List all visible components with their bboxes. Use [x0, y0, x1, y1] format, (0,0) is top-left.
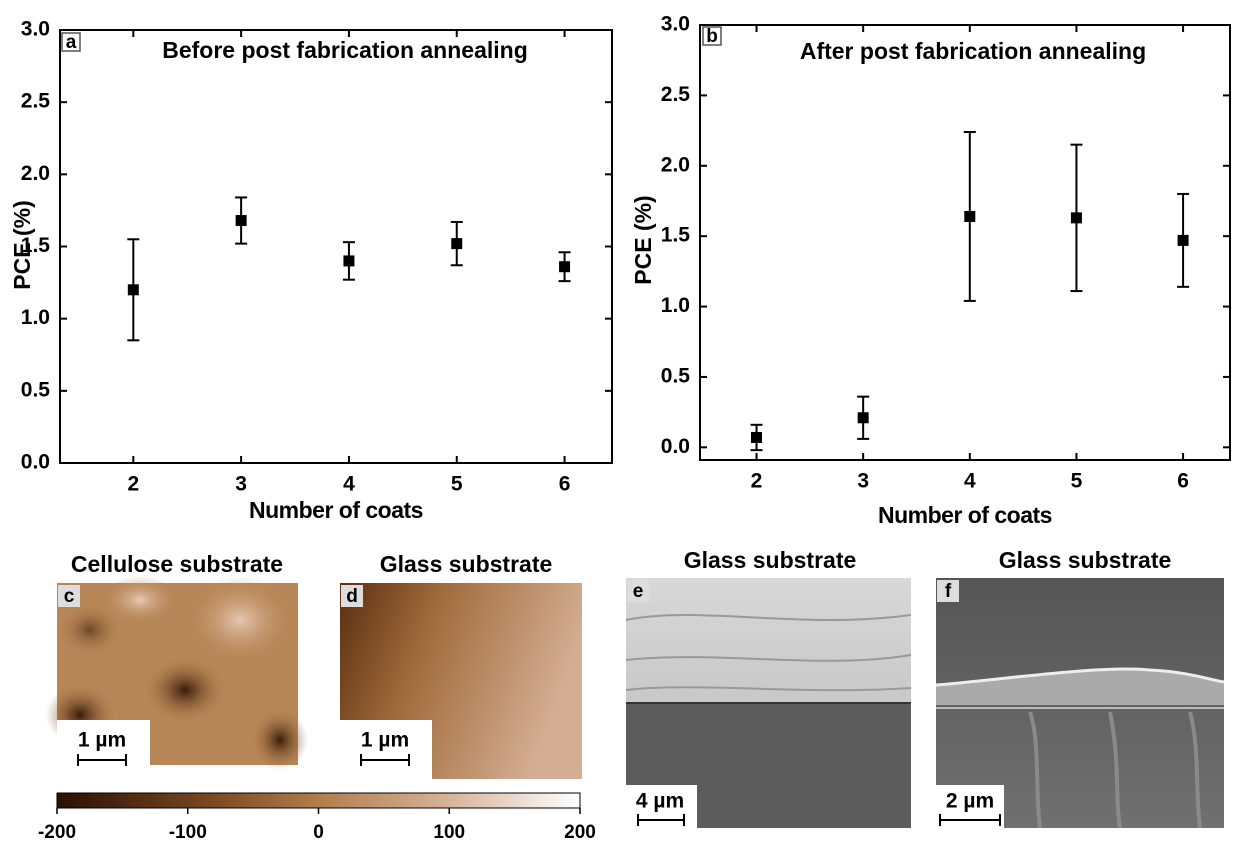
y-tick-label: 2.5	[21, 90, 51, 113]
plot-frame	[59, 29, 613, 464]
colorbar-tick-label: -200	[38, 822, 76, 843]
panel-label: e	[633, 581, 644, 602]
x-tick-label: 3	[235, 473, 247, 496]
scale-bar-label: 1 µm	[78, 729, 126, 752]
chart-title: After post fabrication annealing	[800, 38, 1146, 64]
y-tick-label: 1.0	[661, 294, 690, 317]
panel-title: Glass substrate	[999, 547, 1172, 573]
y-tick-label: 3.0	[21, 18, 50, 41]
panel-title: Glass substrate	[380, 551, 553, 577]
plot-frame	[699, 24, 1231, 461]
sem-image-f: f Glass substrate 2 µm	[935, 547, 1225, 829]
chart-title: Before post fabrication annealing	[162, 37, 528, 63]
y-tick-label: 1.0	[21, 306, 50, 329]
panel-label: b	[706, 26, 718, 47]
point	[559, 261, 571, 273]
y-tick-label: 1.5	[21, 234, 51, 257]
y-tick-label: 0.5	[21, 378, 51, 401]
x-tick-label: 4	[964, 470, 976, 493]
y-tick-label: 2.0	[661, 153, 690, 176]
y-tick-label: 2.5	[661, 83, 691, 106]
x-tick-label: 4	[343, 473, 355, 496]
point	[1177, 234, 1189, 246]
y-tick-label: 1.5	[661, 224, 691, 247]
y-tick-label: 3.0	[661, 13, 690, 36]
point	[451, 238, 463, 250]
scale-bar-label: 4 µm	[636, 790, 684, 813]
panel-title: Cellulose substrate	[71, 551, 283, 577]
x-axis-label: Number of coats	[878, 502, 1052, 528]
sem-image-e: e Glass substrate 4 µm	[625, 547, 912, 828]
colorbar-tick-label: 200	[564, 822, 596, 843]
panel-label: c	[64, 586, 75, 607]
panel-label: f	[945, 581, 952, 602]
x-tick-label: 2	[127, 473, 139, 496]
x-tick-label: 6	[1177, 470, 1189, 493]
point	[964, 210, 976, 222]
panel-title: Glass substrate	[684, 547, 857, 573]
x-axis-label: Number of coats	[249, 497, 423, 523]
y-axis-label: PCE (%)	[9, 200, 35, 289]
point	[235, 215, 247, 227]
scale-bar-label: 2 µm	[946, 790, 994, 813]
scale-bar-label: 1 µm	[361, 729, 409, 752]
colorbar-tick-label: 0	[313, 822, 324, 843]
colorbar	[56, 792, 581, 809]
y-tick-label: 0.0	[21, 451, 50, 474]
panel-label-box	[61, 32, 81, 52]
afm-image-c: c Cellulose substrate 1 µm	[45, 551, 308, 770]
point	[127, 284, 139, 296]
panel-label-box	[702, 26, 722, 46]
x-tick-label: 2	[751, 470, 763, 493]
y-tick-label: 2.0	[21, 162, 50, 185]
point	[751, 431, 763, 443]
colorbar-tick-label: 100	[433, 822, 465, 843]
colorbar-tick-label: -100	[169, 822, 207, 843]
x-tick-label: 3	[857, 470, 869, 493]
panel-label: a	[66, 32, 77, 53]
panel-label: d	[346, 586, 358, 607]
y-tick-label: 0.5	[661, 364, 691, 387]
point	[857, 412, 869, 424]
x-tick-label: 5	[451, 473, 463, 496]
point	[343, 255, 355, 267]
y-axis-label: PCE (%)	[630, 195, 656, 284]
x-tick-label: 6	[559, 473, 571, 496]
point	[1070, 212, 1082, 224]
afm-image-d: d Glass substrate 1 µm	[340, 551, 582, 779]
y-tick-label: 0.0	[661, 435, 690, 458]
x-tick-label: 5	[1071, 470, 1083, 493]
